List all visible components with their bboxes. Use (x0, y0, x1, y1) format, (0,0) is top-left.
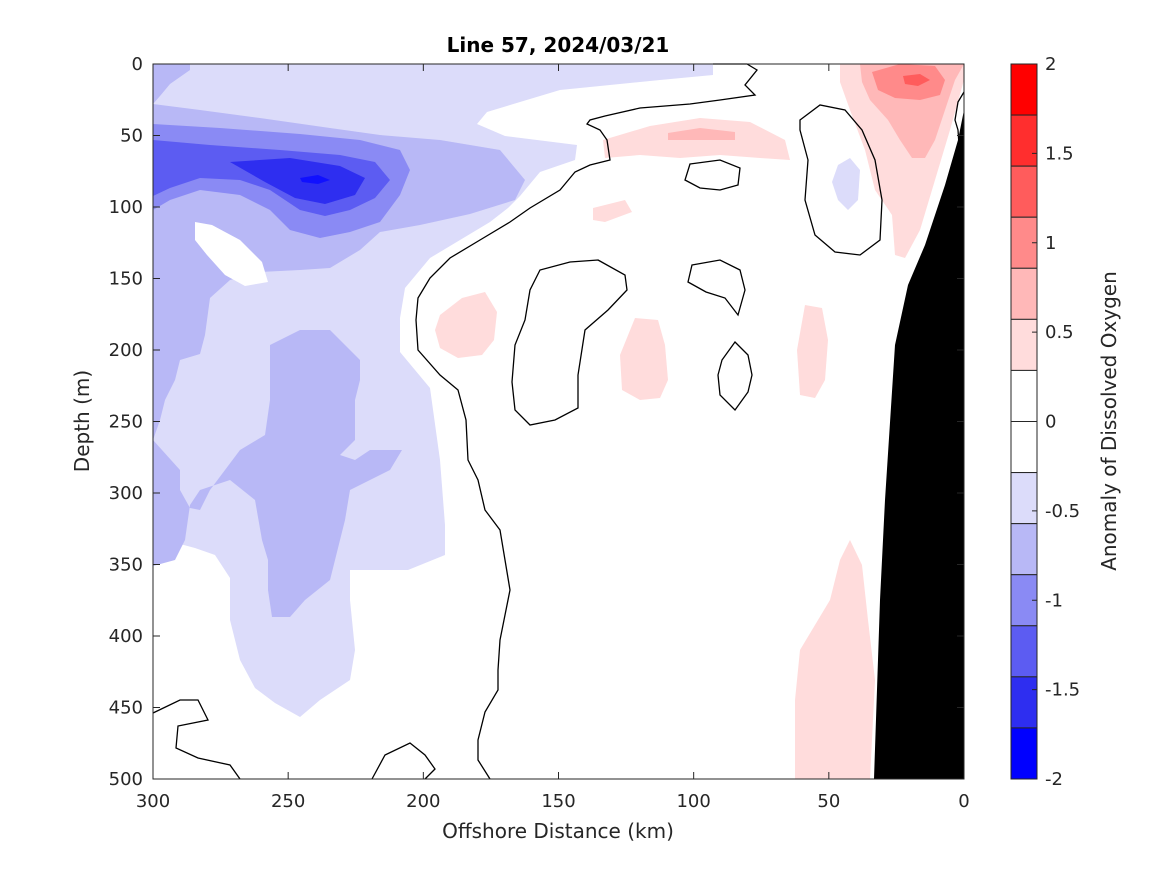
colorbar-swatch (1010, 318, 1038, 371)
y-tick-label: 300 (109, 483, 143, 504)
contour-fill-neg-1.25 (230, 158, 365, 204)
x-tick-label: 300 (136, 791, 170, 812)
y-tick-label: 150 (109, 269, 143, 290)
zero-contour-loop-b (684, 159, 741, 191)
y-tick-label: 100 (109, 197, 143, 218)
seafloor-mask (874, 110, 964, 779)
contour-fill-pos-0.25-f (797, 305, 828, 398)
colorbar-swatch (1010, 523, 1038, 576)
colorbar-tick-label: -1.5 (1045, 680, 1080, 701)
zero-contour-loop-c (687, 259, 746, 317)
colorbar-swatch (1010, 472, 1038, 525)
zero-contour-offshore (152, 699, 241, 780)
x-tick-label: 150 (541, 791, 575, 812)
colorbar-tick-label: 0 (1045, 412, 1056, 433)
x-tick-label: 250 (271, 791, 305, 812)
y-tick-label: 450 (109, 698, 143, 719)
zero-contour-loop-a (511, 259, 628, 426)
y-tick-label: 0 (132, 54, 143, 75)
colorbar-swatch (1010, 727, 1038, 780)
contour-fill-neg-0.25-coast (832, 158, 860, 210)
colorbar-tick-label: -0.5 (1045, 501, 1080, 522)
zero-contour-loop-e (799, 104, 883, 256)
zero-contour-hump (371, 742, 436, 780)
y-tick-label: 400 (109, 626, 143, 647)
colorbar-swatch (1010, 369, 1038, 422)
chart-title: Line 57, 2024/03/21 (447, 33, 670, 57)
colorbar-swatch (1010, 114, 1038, 167)
y-tick-label: 350 (109, 555, 143, 576)
colorbar-tick-label: 1.5 (1045, 143, 1074, 164)
x-tick-label: 200 (406, 791, 440, 812)
contour-fill-neg-0.5 (153, 64, 525, 617)
x-axis-label: Offshore Distance (km) (442, 819, 674, 843)
zero-contour-main (415, 63, 758, 780)
contour-fill-pos-0.25-d (435, 292, 497, 358)
y-axis-ticks: 0 50 100 150 200 250 300 350 400 450 500 (109, 54, 964, 790)
contour-fill-pos-1 (903, 74, 930, 86)
colorbar-swatch (1010, 267, 1038, 320)
x-tick-label: 0 (958, 791, 969, 812)
colorbar-tick-label: 0.5 (1045, 322, 1074, 343)
colorbar-swatch (1010, 421, 1038, 474)
zero-contour-lines (152, 63, 965, 780)
colorbar-tick-label: -1 (1045, 590, 1063, 611)
colorbar-tick-label: 2 (1045, 54, 1056, 75)
contour-fill-pos-0.25-e (620, 318, 668, 400)
y-tick-label: 200 (109, 340, 143, 361)
colorbar-label: Anomaly of Dissolved Oxygen (1097, 271, 1121, 571)
zero-contour-loop-d (717, 341, 753, 411)
colorbar-swatch (1010, 165, 1038, 218)
contour-fill-pos-0.25-g (795, 540, 875, 779)
plot-area: 300 250 200 150 100 50 0 050100150200250300350… (109, 54, 970, 812)
contour-fill-pos-0.25-c (593, 200, 632, 222)
colorbar-tick-label: 1 (1045, 233, 1056, 254)
colorbar-swatch (1010, 63, 1038, 116)
x-tick-label: 100 (676, 791, 710, 812)
colorbar-swatch (1010, 676, 1038, 729)
x-tick-label: 50 (817, 791, 840, 812)
y-tick-label: 50 (120, 126, 143, 147)
contour-fill-neg-1.5 (300, 175, 330, 184)
y-tick-label: 500 (109, 769, 143, 790)
contour-fill-zero-pocket (195, 222, 268, 286)
colorbar: 2 1.5 1 0.5 0 -0.5 -1 -1.5 -2 Anomaly of Dissolv… (1010, 54, 1121, 790)
y-axis-label: Depth (m) (70, 370, 94, 472)
colorbar-tick-label: -2 (1045, 769, 1063, 790)
y-tick-label: 250 (109, 412, 143, 433)
x-axis-ticks: 300 250 200 150 100 50 0 (136, 64, 970, 812)
colorbar-ticks: 2 1.5 1 0.5 0 -0.5 -1 -1.5 -2 (1032, 54, 1080, 790)
colorbar-swatch (1010, 625, 1038, 678)
